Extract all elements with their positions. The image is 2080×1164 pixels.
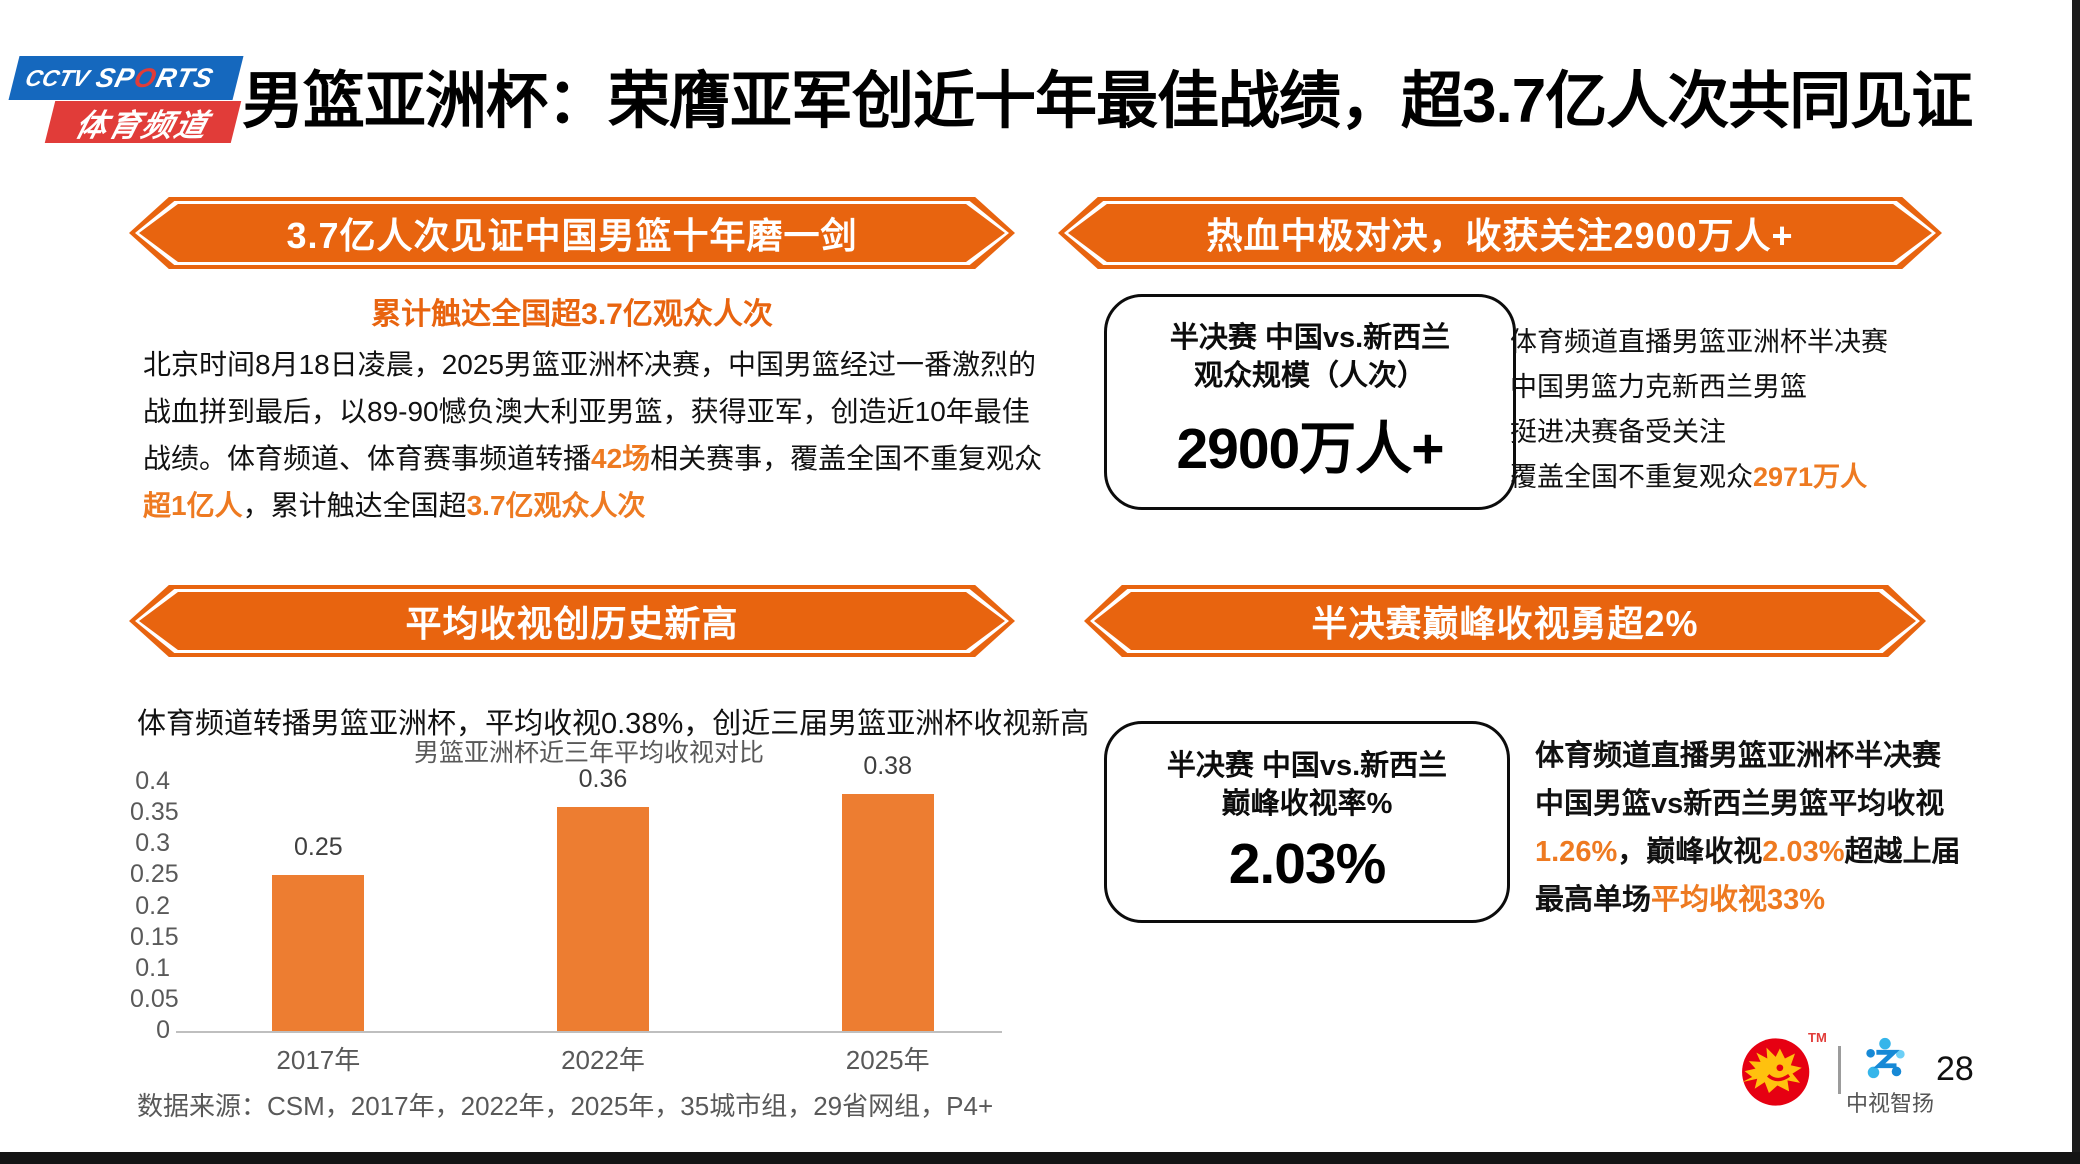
lion-logo-svg bbox=[1742, 1038, 1810, 1106]
banner-shape-fill bbox=[1094, 592, 1916, 650]
stat-card-line: 观众规模（人次） bbox=[1193, 360, 1426, 392]
text-line: 挺进决赛备受关注 bbox=[1510, 410, 1888, 455]
text-segment: 战绩。体育频道、体育赛事频道转播 bbox=[143, 443, 592, 474]
text-line: 北京时间8月18日凌晨，2025男篮亚洲杯决赛，中国男篮经过一番激烈的 bbox=[143, 341, 1042, 388]
text-segment: 北京时间8月18日凌晨，2025男篮亚洲杯决赛，中国男篮经过一番激烈的 bbox=[143, 349, 1037, 380]
viewer-right-edge bbox=[2072, 0, 2080, 1164]
cctv-channel-logo: 体育频道 bbox=[44, 101, 242, 143]
highlighted-text: 2971万人 bbox=[1753, 462, 1868, 492]
ratings-lead-text: 体育频道转播男篮亚洲杯，平均收视0.38%，创近三届男篮亚洲杯收视新高 bbox=[137, 708, 1090, 740]
text-segment: ，累计触达全国超 bbox=[242, 490, 467, 521]
zhongshi-zhiyang-name: 中视智扬 bbox=[1845, 1091, 1934, 1116]
bar-value-label: 0.38 bbox=[863, 752, 912, 781]
x-axis-line bbox=[176, 1031, 1002, 1033]
data-source-note: 数据来源：CSM，2017年，2022年，2025年，35城市组，29省网组，P… bbox=[137, 1091, 994, 1121]
highlighted-text: 3.7亿观众人次 bbox=[466, 490, 646, 521]
stat-card-value: 2.03% bbox=[1228, 832, 1387, 896]
highlighted-text: 42场 bbox=[591, 443, 651, 474]
trademark-symbol: TM bbox=[1808, 1030, 1827, 1045]
bar-value-label: 0.25 bbox=[293, 833, 343, 862]
bar-value-label: 0.36 bbox=[578, 764, 628, 793]
stat-card-line: 半决赛 中国vs.新西兰 bbox=[1169, 322, 1451, 354]
text-segment: 中国男篮vs新西兰男篮平均收视 bbox=[1535, 788, 1945, 820]
logo-sports-text: SPORTS bbox=[93, 62, 218, 93]
reach-paragraph: 北京时间8月18日凌晨，2025男篮亚洲杯决赛，中国男篮经过一番激烈的 战血拼到最… bbox=[143, 341, 1042, 529]
text-segment: 超越上届 bbox=[1844, 836, 1961, 868]
text-line: 战血拼到最后，以89-90憾负澳大利亚男篮，获得亚军，创造近10年最佳 bbox=[143, 388, 1042, 435]
y-axis-tick: 0.1 bbox=[135, 953, 170, 982]
banner-reach-label: 3.7亿人次见证中国男篮十年磨一剑 bbox=[286, 215, 858, 256]
text-line: 体育频道直播男篮亚洲杯半决赛 bbox=[1510, 320, 1888, 365]
x-axis-category-label: 2025年 bbox=[845, 1045, 930, 1075]
text-line: 覆盖全国不重复观众2971万人 bbox=[1510, 455, 1888, 500]
lion-logo-icon bbox=[1732, 1030, 1816, 1114]
text-line: 1.26%，巅峰收视2.03%超越上届 bbox=[1535, 828, 1961, 876]
y-axis-tick: 0.2 bbox=[135, 891, 170, 920]
text-segment: 战血拼到最后，以89-90憾负澳大利亚男篮，获得亚军，创造近10年最佳 bbox=[143, 396, 1030, 427]
y-axis-tick: 0.35 bbox=[130, 798, 179, 827]
text-segment: 最高单场 bbox=[1535, 884, 1652, 916]
text-segment: 挺进决赛备受关注 bbox=[1510, 417, 1726, 447]
y-axis-tick: 0.4 bbox=[135, 767, 170, 795]
banner-ratings: 平均收视创历史新高 bbox=[129, 585, 1015, 657]
highlighted-text: 超1亿人 bbox=[143, 490, 243, 521]
peak-stat-card: 半决赛 中国vs.新西兰 巅峰收视率% 2.03% bbox=[1104, 721, 1510, 923]
page-title: 男篮亚洲杯：荣膺亚军创近十年最佳战绩，超3.7亿人次共同见证 bbox=[242, 67, 1973, 136]
highlighted-text: 2.03% bbox=[1762, 836, 1845, 868]
text-line: 最高单场平均收视33% bbox=[1535, 876, 1961, 924]
highlighted-text: 1.26% bbox=[1535, 836, 1618, 868]
stat-card-line: 巅峰收视率% bbox=[1221, 788, 1393, 820]
stat-card-line: 半决赛 中国vs.新西兰 bbox=[1166, 750, 1448, 782]
banner-peak-label: 半决赛巅峰收视勇超2% bbox=[1311, 603, 1699, 644]
banner-ratings-label: 平均收视创历史新高 bbox=[405, 603, 739, 644]
page-number: 28 bbox=[1936, 1050, 1974, 1088]
cctv-sports-logo: CCTV SPORTS 体育频道 bbox=[8, 56, 244, 146]
y-axis-tick: 0 bbox=[156, 1016, 170, 1044]
text-line: 中国男篮力克新西兰男篮 bbox=[1510, 365, 1888, 410]
text-line: 体育频道直播男篮亚洲杯半决赛 bbox=[1535, 732, 1961, 780]
peak-text: 体育频道直播男篮亚洲杯半决赛 中国男篮vs新西兰男篮平均收视 1.26%，巅峰收视2… bbox=[1535, 732, 1961, 924]
y-axis-tick: 0.05 bbox=[130, 984, 179, 1013]
ratings-bar-chart: 男篮亚洲杯近三年平均收视对比 0 0.05 0.1 0.15 0.2 0.25 0.3 0.3… bbox=[130, 726, 1012, 1086]
reach-subtitle: 累计触达全国超3.7亿观众人次 bbox=[371, 298, 773, 331]
footer-divider bbox=[1838, 1046, 1841, 1094]
text-segment: ，巅峰收视 bbox=[1617, 836, 1763, 868]
chart-title: 男篮亚洲杯近三年平均收视对比 bbox=[413, 739, 764, 767]
text-segment: 体育频道直播男篮亚洲杯半决赛 bbox=[1535, 740, 1942, 772]
stat-card-value: 2900万人+ bbox=[1176, 417, 1444, 481]
y-axis-tick: 0.3 bbox=[135, 829, 170, 858]
cctv-sports-logo-top: CCTV SPORTS bbox=[8, 56, 244, 100]
logo-cctv-text: CCTV bbox=[22, 64, 92, 91]
banner-semifinal-audience: 热血中极对决，收获关注2900万人+ bbox=[1058, 197, 1942, 269]
text-line: 战绩。体育频道、体育赛事频道转播42场相关赛事，覆盖全国不重复观众 bbox=[143, 435, 1042, 482]
bar-2022年 bbox=[557, 806, 649, 1031]
zhongshi-zhiyang-logo-icon bbox=[1862, 1036, 1908, 1082]
banner-peak: 半决赛巅峰收视勇超2% bbox=[1084, 585, 1926, 657]
banner-shape-fill bbox=[139, 204, 1005, 262]
audience-stat-card: 半决赛 中国vs.新西兰 观众规模（人次） 2900万人+ bbox=[1104, 294, 1516, 510]
banner-semifinal-audience-label: 热血中极对决，收获关注2900万人+ bbox=[1206, 215, 1794, 256]
text-segment: 中国男篮力克新西兰男篮 bbox=[1510, 372, 1807, 402]
x-axis-category-label: 2022年 bbox=[561, 1045, 645, 1075]
y-axis-tick: 0.25 bbox=[130, 860, 179, 889]
text-segment: 体育频道直播男篮亚洲杯半决赛 bbox=[1510, 327, 1888, 357]
logo-channel-text: 体育频道 bbox=[71, 107, 213, 143]
text-segment: 相关赛事，覆盖全国不重复观众 bbox=[650, 443, 1043, 474]
highlighted-text: 平均收视33% bbox=[1651, 884, 1826, 916]
banner-shape-fill bbox=[1068, 204, 1932, 262]
banner-reach: 3.7亿人次见证中国男篮十年磨一剑 bbox=[129, 197, 1015, 269]
text-line: 中国男篮vs新西兰男篮平均收视 bbox=[1535, 780, 1961, 828]
banner-shape-fill bbox=[139, 592, 1005, 650]
text-line: 超1亿人，累计触达全国超3.7亿观众人次 bbox=[143, 482, 1042, 529]
semifinal-audience-text: 体育频道直播男篮亚洲杯半决赛 中国男篮力克新西兰男篮 挺进决赛备受关注 覆盖全国不重复… bbox=[1510, 320, 1888, 500]
viewer-bottom-edge bbox=[0, 1152, 2080, 1164]
text-segment: 覆盖全国不重复观众 bbox=[1510, 462, 1753, 492]
x-axis-category-label: 2017年 bbox=[276, 1045, 361, 1075]
y-axis-tick: 0.15 bbox=[130, 922, 179, 951]
zhongshi-zhiyang-svg bbox=[1866, 1037, 1905, 1079]
bar-2017年 bbox=[272, 875, 365, 1031]
bar-2025年 bbox=[841, 794, 934, 1031]
